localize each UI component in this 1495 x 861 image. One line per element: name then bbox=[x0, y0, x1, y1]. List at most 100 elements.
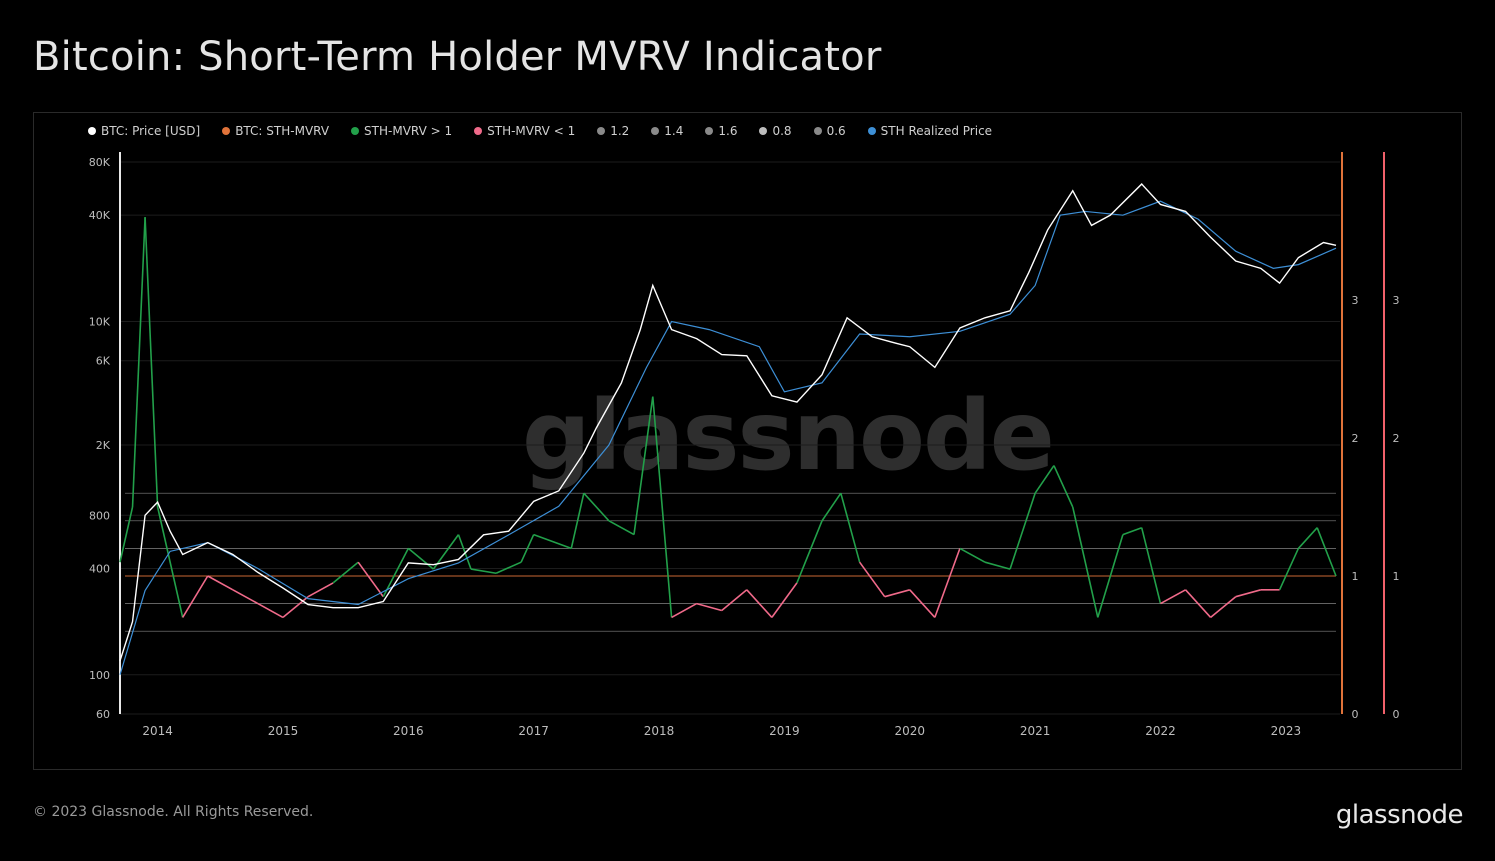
legend-item[interactable]: STH-MVRV < 1 bbox=[474, 124, 575, 138]
legend-item[interactable]: STH Realized Price bbox=[867, 124, 993, 138]
sth-mvrv-segment bbox=[840, 492, 861, 563]
sth-mvrv-segment bbox=[520, 534, 535, 563]
y-right-tick-label: 2 bbox=[1393, 432, 1400, 445]
x-tick-label: 2015 bbox=[268, 724, 299, 738]
sth-mvrv-segment bbox=[1316, 527, 1337, 577]
legend-item[interactable]: 0.6 bbox=[813, 124, 846, 138]
sth-mvrv-segment bbox=[583, 492, 610, 522]
chart-legend: BTC: Price [USD] BTC: STH-MVRV STH-MVRV > … bbox=[88, 124, 1014, 138]
legend-item[interactable]: 0.8 bbox=[759, 124, 792, 138]
legend-dot-icon bbox=[597, 127, 606, 135]
sth-mvrv-segment bbox=[382, 548, 410, 598]
sth-mvrv-segment bbox=[934, 548, 961, 618]
sth-mvrv-segment bbox=[909, 589, 936, 618]
sth-mvrv-segment bbox=[257, 602, 284, 619]
y-right-tick-label: 1 bbox=[1393, 570, 1400, 583]
sth-mvrv-segment bbox=[156, 506, 184, 618]
sth-mvrv-segment bbox=[984, 561, 1011, 570]
legend-label: 1.4 bbox=[664, 124, 684, 138]
sth-mvrv-segment bbox=[821, 492, 842, 522]
legend-label: 1.6 bbox=[718, 124, 738, 138]
legend-item[interactable]: BTC: Price [USD] bbox=[88, 124, 200, 138]
sth-mvrv-segment bbox=[570, 493, 585, 549]
sth-mvrv-segment bbox=[746, 589, 773, 618]
x-tick-label: 2014 bbox=[142, 724, 173, 738]
sth-mvrv-segment bbox=[884, 589, 910, 598]
sth-mvrv-segment bbox=[332, 561, 359, 584]
legend-item[interactable]: STH-MVRV > 1 bbox=[351, 124, 452, 138]
x-tick-label: 2021 bbox=[1020, 724, 1051, 738]
sth-mvrv-segment bbox=[457, 534, 472, 570]
y-left-tick-label: 6K bbox=[96, 355, 111, 368]
legend-item[interactable]: 1.4 bbox=[651, 124, 683, 138]
sth-mvrv-segment bbox=[181, 575, 209, 618]
x-tick-label: 2022 bbox=[1145, 724, 1176, 738]
sth-mvrv-segment bbox=[282, 596, 309, 619]
sth-mvrv-segment bbox=[1278, 548, 1300, 591]
sth-mvrv-segment bbox=[131, 217, 146, 508]
sth-mvrv-segment bbox=[1235, 589, 1261, 598]
y-left-tick-label: 800 bbox=[89, 509, 110, 522]
legend-dot-icon bbox=[222, 127, 231, 135]
sth-mvrv-segment bbox=[407, 547, 434, 570]
legend-label: 1.2 bbox=[610, 124, 630, 138]
legend-item[interactable]: 1.2 bbox=[597, 124, 629, 138]
sth-mvrv-segment bbox=[533, 533, 572, 550]
legend-dot-icon bbox=[351, 127, 360, 135]
legend-item[interactable]: 1.6 bbox=[705, 124, 737, 138]
sth-mvrv-segment bbox=[1210, 596, 1237, 619]
sth-mvrv-segment bbox=[633, 396, 654, 535]
y-left-tick-label: 2K bbox=[96, 439, 111, 452]
x-tick-label: 2019 bbox=[769, 724, 800, 738]
y-right-tick-label: 2 bbox=[1352, 432, 1359, 445]
y-left-tick-label: 400 bbox=[89, 562, 110, 575]
sth-mvrv-segment bbox=[1034, 465, 1055, 494]
legend-label: 0.6 bbox=[826, 124, 846, 138]
legend-dot-icon bbox=[759, 127, 768, 135]
sth-mvrv-segment bbox=[144, 217, 159, 508]
legend-dot-icon bbox=[651, 127, 660, 135]
legend-label: STH-MVRV < 1 bbox=[487, 124, 576, 138]
legend-dot-icon bbox=[867, 127, 876, 135]
sth-mvrv-segment bbox=[357, 561, 384, 598]
btc-price-line bbox=[119, 183, 1337, 662]
y-right-tick-label: 0 bbox=[1393, 708, 1400, 721]
sth-mvrv-segment bbox=[1097, 534, 1124, 618]
sth-mvrv-segment bbox=[495, 561, 522, 574]
y-right-tick-label: 0 bbox=[1352, 708, 1359, 721]
y-left-tick-label: 100 bbox=[89, 669, 110, 682]
sth-mvrv-segment bbox=[1184, 589, 1212, 618]
legend-dot-icon bbox=[88, 127, 96, 135]
sth-mvrv-segment bbox=[1122, 526, 1142, 536]
legend-dot-icon bbox=[705, 127, 714, 135]
sth-mvrv-segment bbox=[721, 589, 748, 612]
sth-mvrv-segment bbox=[307, 582, 334, 598]
legend-label: BTC: Price [USD] bbox=[101, 124, 201, 138]
chart-frame bbox=[33, 112, 1462, 770]
legend-label: STH Realized Price bbox=[880, 124, 993, 138]
sth-mvrv-segment bbox=[232, 589, 259, 605]
x-tick-label: 2016 bbox=[393, 724, 424, 738]
legend-item[interactable]: BTC: STH-MVRV bbox=[222, 124, 329, 138]
y-left-tick-label: 80K bbox=[89, 156, 111, 169]
sth-mvrv-segment bbox=[651, 396, 673, 618]
watermark: glassnode bbox=[522, 380, 1055, 492]
y-right-tick-label: 3 bbox=[1352, 294, 1359, 307]
sth-mvrv-segment bbox=[771, 582, 798, 618]
brand-logo[interactable]: glassnode bbox=[1335, 800, 1464, 830]
x-tick-label: 2020 bbox=[894, 724, 925, 738]
sth-mvrv-segment bbox=[1160, 589, 1186, 605]
legend-label: BTC: STH-MVRV bbox=[235, 124, 330, 138]
x-tick-label: 2023 bbox=[1271, 724, 1302, 738]
sth-mvrv-segment bbox=[671, 602, 698, 619]
sth-mvrv-segment bbox=[1053, 465, 1074, 508]
sth-mvrv-segment bbox=[1140, 527, 1162, 604]
sth-mvrv-segment bbox=[1009, 492, 1036, 570]
sth-mvrv-segment bbox=[696, 602, 722, 612]
x-tick-label: 2017 bbox=[518, 724, 549, 738]
sth-mvrv-segment bbox=[470, 568, 497, 575]
sth-realized-price-line bbox=[119, 200, 1337, 675]
sth-mvrv-segment bbox=[119, 506, 134, 563]
legend-dot-icon bbox=[813, 127, 822, 135]
sth-mvrv-segment bbox=[858, 561, 886, 598]
